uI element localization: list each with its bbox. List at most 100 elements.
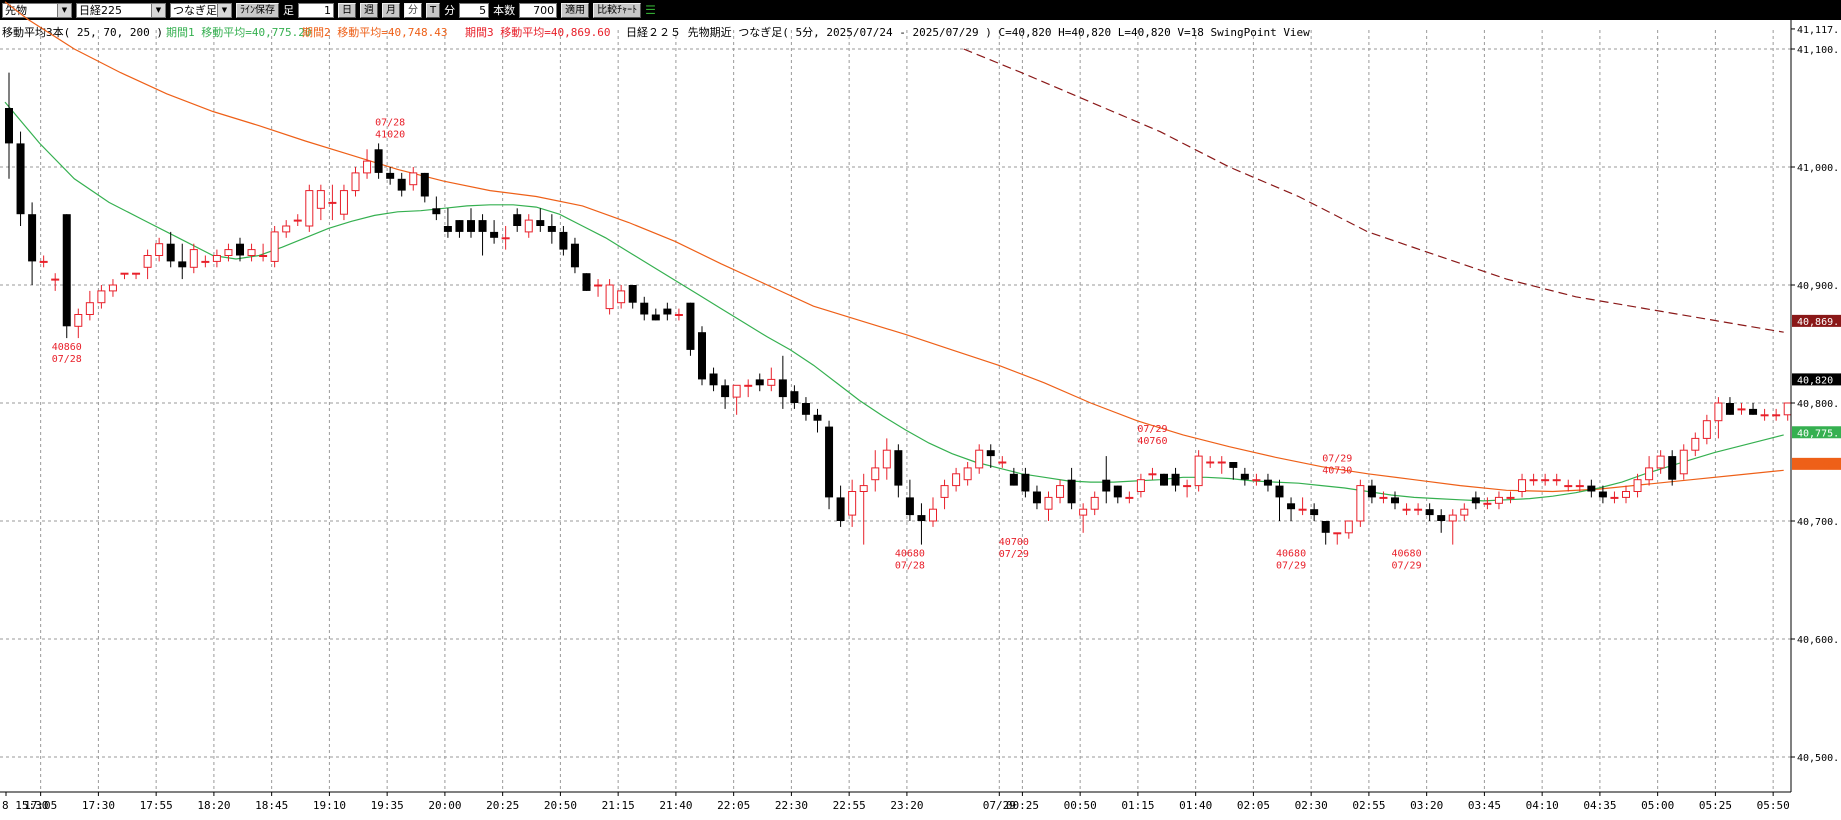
- ma3-value: 期間3 移動平均=40,869.60: [465, 25, 610, 39]
- candle-body: [1437, 515, 1446, 521]
- candle-body: [293, 219, 302, 222]
- x-tick-label: 03:20: [1410, 799, 1443, 812]
- candle-body: [1725, 403, 1734, 415]
- month-button[interactable]: 月: [382, 2, 400, 18]
- candle-body: [1391, 497, 1399, 504]
- candle-body: [1460, 508, 1469, 516]
- candle: [1287, 497, 1296, 521]
- swing-label: 40680: [1276, 549, 1306, 560]
- candle: [524, 214, 533, 238]
- x-tick-label: 21:15: [602, 799, 635, 812]
- candle-body: [443, 226, 452, 232]
- week-button[interactable]: 週: [360, 2, 378, 18]
- candle: [1379, 491, 1388, 504]
- x-tick-label: 19:10: [313, 799, 346, 812]
- candle-body: [97, 290, 106, 304]
- apply-button[interactable]: 適用: [561, 2, 590, 18]
- candle-body: [1356, 485, 1365, 522]
- compare-chart-button[interactable]: 比較ﾁｬｰﾄ: [593, 2, 642, 18]
- candle: [397, 172, 406, 197]
- bar-count-input[interactable]: 1: [298, 2, 334, 18]
- y-tick-label: 40,500.: [1797, 753, 1839, 764]
- candle: [1217, 456, 1226, 474]
- candle-body: [1252, 479, 1261, 482]
- candle: [166, 231, 175, 268]
- candle-body: [1483, 502, 1492, 505]
- candle: [894, 444, 903, 498]
- candle-body: [5, 108, 13, 144]
- day-button[interactable]: 日: [338, 2, 356, 18]
- list-icon[interactable]: ☰: [645, 3, 656, 17]
- candle-body: [478, 220, 487, 232]
- x-tick-label: 18:20: [197, 799, 230, 812]
- candle: [1494, 491, 1503, 510]
- candle: [663, 302, 672, 321]
- candle: [1032, 485, 1041, 510]
- candle-body: [755, 379, 764, 386]
- candle: [1056, 479, 1065, 504]
- candle: [1367, 479, 1376, 504]
- price-tag-label: 40,820: [1797, 375, 1833, 386]
- candle: [1402, 503, 1411, 516]
- candle: [570, 237, 579, 274]
- chevron-down-icon: ▼: [217, 3, 231, 17]
- candle: [1125, 491, 1134, 504]
- candle: [443, 208, 452, 238]
- price-tag: [1792, 426, 1841, 439]
- x-tick-label: 20:00: [428, 799, 461, 812]
- candle-body: [605, 284, 614, 310]
- candle-body: [1067, 479, 1076, 504]
- candle: [212, 249, 221, 268]
- chart-kind-select-value: つなぎ足: [173, 3, 217, 17]
- candle-body: [594, 284, 603, 287]
- candle-body: [62, 214, 71, 327]
- candle-body: [1702, 420, 1711, 439]
- candle: [721, 379, 730, 409]
- candle-body: [120, 272, 129, 275]
- candle-body: [1298, 508, 1307, 511]
- candle: [236, 237, 244, 262]
- candle: [432, 196, 441, 221]
- ma2-value: 期間2 移動平均=40,748.43: [302, 25, 447, 39]
- candle-body: [1598, 491, 1607, 498]
- x-tick-label: 22:30: [775, 799, 808, 812]
- candle-body: [721, 385, 730, 398]
- y-tick-label: 41,000.: [1797, 163, 1839, 174]
- candle: [1183, 479, 1192, 498]
- index-select[interactable]: 日経225 ▼: [76, 2, 166, 18]
- candle-body: [547, 226, 556, 232]
- candle-body: [236, 243, 244, 256]
- candle-body: [698, 332, 706, 380]
- candle-body: [1402, 508, 1411, 511]
- candle: [132, 272, 141, 280]
- candle: [1044, 491, 1053, 521]
- candle-body: [1171, 473, 1180, 486]
- chart-toolbar: 先物 ▼ 日経225 ▼ つなぎ足 ▼ ﾗｲﾝ保存 足 1 日 週 月 分 T …: [0, 0, 1841, 20]
- x-tick-label: 05:25: [1699, 799, 1732, 812]
- candle-body: [617, 290, 626, 304]
- candle: [1160, 473, 1168, 486]
- candle: [513, 208, 522, 232]
- candle: [201, 255, 210, 268]
- count-input[interactable]: 700: [519, 2, 558, 18]
- candle: [709, 367, 718, 392]
- minute-input-value: 5: [479, 3, 487, 17]
- save-lines-button[interactable]: ﾗｲﾝ保存: [236, 2, 279, 18]
- candle-body: [455, 220, 464, 232]
- y-axis-background: [1791, 20, 1841, 792]
- minute-input[interactable]: 5: [459, 2, 490, 18]
- tick-button[interactable]: T: [426, 2, 441, 18]
- candle: [744, 379, 753, 398]
- candle-body: [1564, 485, 1573, 488]
- candle-body: [1471, 497, 1480, 504]
- candle-body: [363, 160, 372, 174]
- chart-kind-select[interactable]: つなぎ足 ▼: [170, 2, 232, 18]
- minute-label: 分: [444, 4, 456, 17]
- minute-button[interactable]: 分: [404, 2, 422, 18]
- candle: [1263, 473, 1272, 492]
- candle: [1206, 456, 1215, 468]
- candle: [386, 167, 395, 185]
- candle: [1471, 491, 1480, 510]
- candle-body: [305, 190, 314, 227]
